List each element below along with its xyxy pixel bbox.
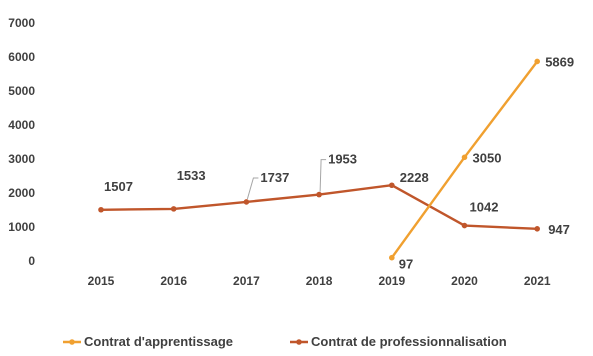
series-points [98, 58, 540, 261]
data-label: 1507 [104, 179, 133, 194]
x-tick-label: 2020 [451, 274, 478, 288]
data-point [461, 154, 468, 161]
data-point [243, 199, 250, 205]
y-tick-label: 4000 [8, 118, 35, 132]
legend-swatch-marker [69, 339, 75, 345]
legend-label: Contrat de professionnalisation [311, 334, 507, 349]
data-label: 5869 [545, 54, 574, 69]
data-label: 1533 [177, 168, 206, 183]
data-point [461, 222, 468, 229]
data-point [389, 254, 395, 261]
x-tick-label: 2021 [524, 274, 551, 288]
data-label: 97 [399, 257, 413, 272]
data-labels: 97 3050 5869 1507 1533 1737 1953 2228 1042 947 [104, 54, 574, 271]
y-tick-label: 7000 [8, 16, 35, 30]
data-point [170, 206, 177, 212]
data-label: 3050 [473, 150, 502, 165]
y-tick-label: 6000 [8, 50, 35, 64]
label-leader-line [246, 177, 259, 200]
x-tick-label: 2019 [378, 274, 405, 288]
x-tick-label: 2018 [306, 274, 333, 288]
label-leader-line [319, 159, 327, 192]
legend-label: Contrat d'apprentissage [84, 334, 233, 349]
y-tick-label: 3000 [8, 152, 35, 166]
legend-swatch-marker [296, 339, 302, 345]
data-point [534, 58, 540, 65]
x-axis-tick-labels: 2015 2016 2017 2018 2019 2020 2021 [88, 274, 551, 288]
y-tick-label: 5000 [8, 84, 35, 98]
x-tick-label: 2015 [88, 274, 115, 288]
data-point [98, 206, 104, 213]
data-label: 1737 [260, 170, 289, 185]
data-label: 947 [548, 222, 570, 237]
data-point [389, 182, 395, 189]
data-point [316, 191, 322, 198]
data-label: 1953 [328, 152, 357, 167]
y-axis-tick-labels: 0 1000 2000 3000 4000 5000 6000 7000 [8, 16, 35, 268]
x-tick-label: 2016 [160, 274, 187, 288]
data-label-leader-lines [246, 159, 327, 200]
legend: Contrat d'apprentissage Contrat de profes… [63, 334, 507, 349]
y-tick-label: 1000 [8, 220, 35, 234]
data-point [534, 226, 540, 232]
y-tick-label: 0 [28, 254, 35, 268]
y-tick-label: 2000 [8, 186, 35, 200]
data-label: 2228 [400, 170, 429, 185]
x-tick-label: 2017 [233, 274, 260, 288]
data-label: 1042 [470, 200, 499, 215]
